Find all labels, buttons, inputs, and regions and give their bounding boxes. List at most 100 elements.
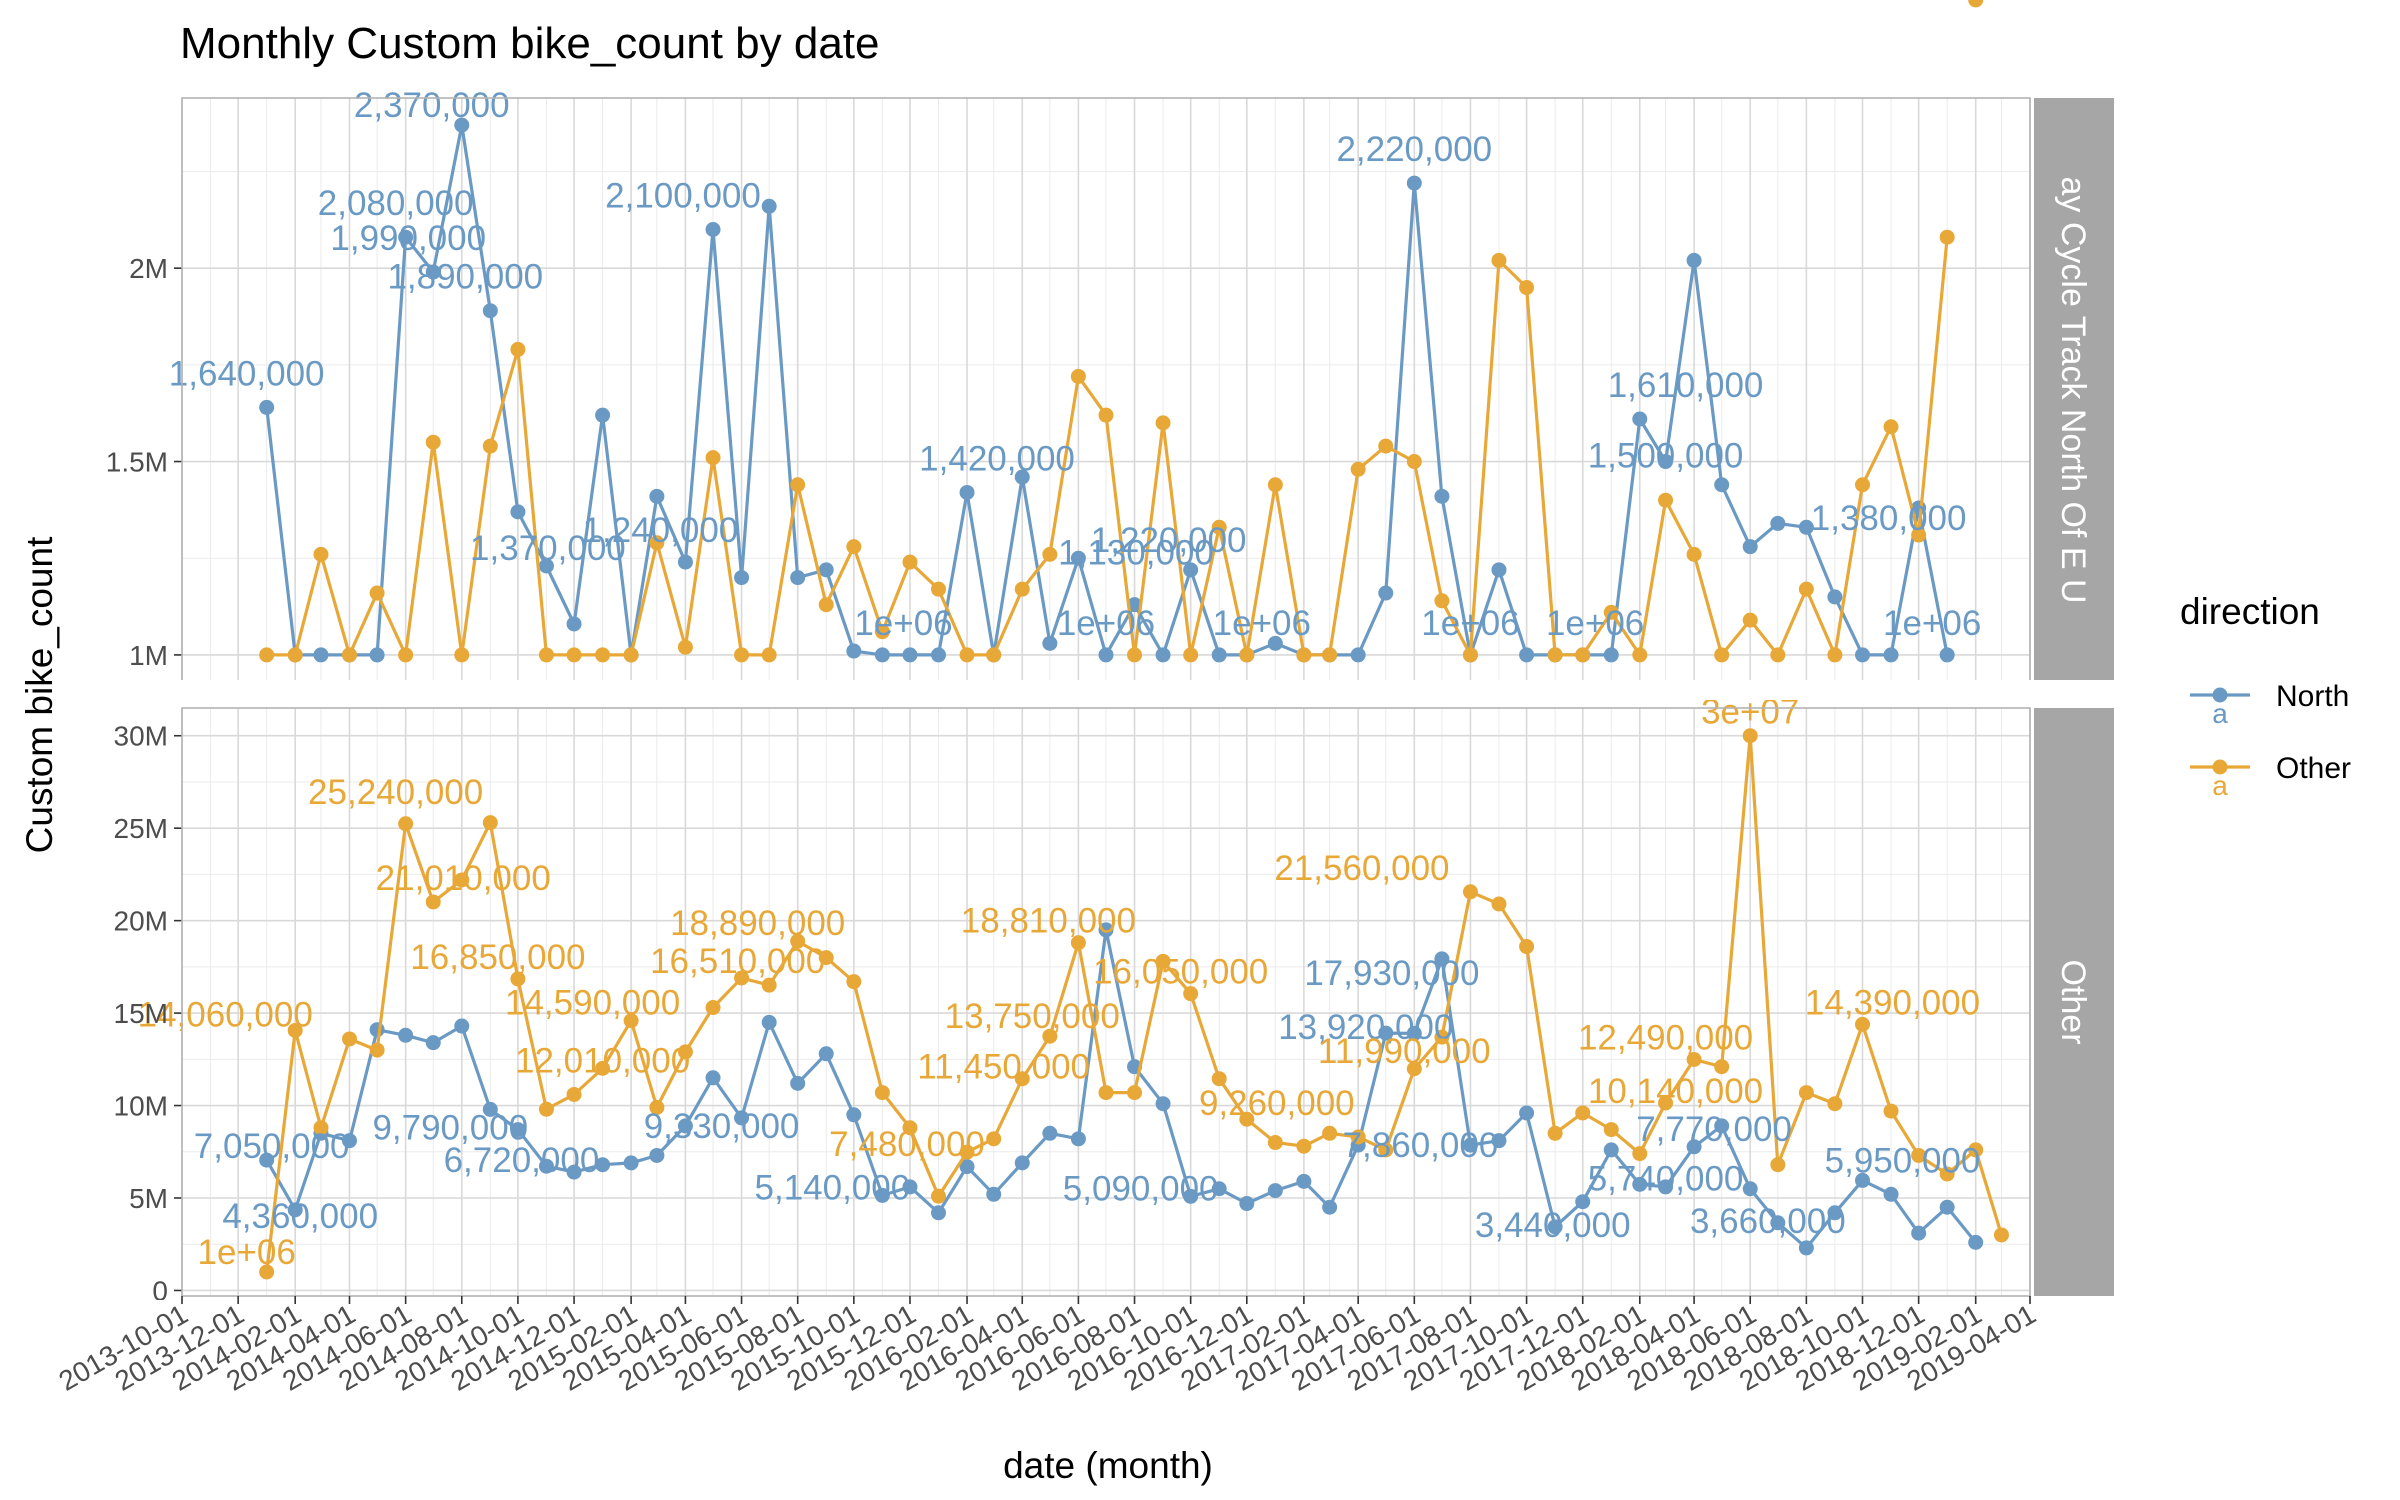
data-point-other	[790, 933, 806, 949]
data-point-other	[705, 1000, 721, 1016]
data-point-other	[790, 477, 806, 493]
data-label: 3,440,000	[1475, 1206, 1631, 1245]
data-point-north	[1491, 562, 1507, 578]
data-label: 1,610,000	[1608, 366, 1764, 405]
data-point-north	[1603, 647, 1619, 663]
data-point-north	[454, 1018, 470, 1034]
data-label: 11,450,000	[917, 1048, 1090, 1087]
data-point-other	[1742, 728, 1758, 744]
data-point-other	[1211, 519, 1227, 535]
data-point-other	[1239, 1111, 1255, 1127]
x-axis-title: date (month)	[1003, 1445, 1213, 1486]
data-label: 18,890,000	[670, 904, 845, 943]
data-point-north	[846, 643, 862, 659]
data-point-north	[1462, 1137, 1478, 1153]
data-point-north	[454, 117, 470, 133]
y-tick-label: 1.5M	[106, 447, 168, 478]
data-point-other	[818, 597, 834, 613]
y-tick-label: 5M	[129, 1183, 168, 1214]
data-label: 16,510,000	[650, 942, 825, 981]
data-point-other	[761, 647, 777, 663]
data-point-other	[1296, 1138, 1312, 1154]
data-point-other	[1939, 1166, 1955, 1182]
data-point-north	[1098, 922, 1114, 938]
data-label: 5,950,000	[1825, 1141, 1981, 1180]
data-point-north	[1686, 1139, 1702, 1155]
legend-title: direction	[2180, 591, 2320, 632]
data-point-north	[425, 1035, 441, 1051]
data-label: 1,240,000	[583, 511, 739, 550]
data-point-north	[369, 1022, 385, 1038]
data-label: 2,080,000	[318, 184, 474, 223]
data-point-other	[1406, 1061, 1422, 1077]
data-label: 13,920,000	[1278, 1008, 1453, 1047]
strip-label: ay Cycle Track North Of E U	[2054, 177, 2092, 604]
data-point-other	[287, 647, 303, 663]
data-point-north	[1434, 951, 1450, 967]
data-label: 1,500,000	[1588, 437, 1744, 476]
data-point-north	[1519, 647, 1535, 663]
data-point-other	[398, 647, 414, 663]
data-point-other	[566, 647, 582, 663]
data-point-other	[677, 639, 693, 655]
y-tick-label: 10M	[114, 1091, 168, 1122]
data-label: 1,420,000	[919, 439, 1075, 478]
data-point-north	[931, 647, 947, 663]
y-axis-title: Custom bike_count	[19, 536, 60, 853]
data-point-north	[1322, 1199, 1338, 1215]
data-point-north	[1042, 1125, 1058, 1141]
data-point-other	[1658, 492, 1674, 508]
data-point-north	[874, 1187, 890, 1203]
data-point-other	[649, 535, 665, 551]
data-point-north	[482, 303, 498, 319]
data-label: 1e+06	[854, 604, 952, 643]
data-label: 2,220,000	[1336, 130, 1492, 169]
data-point-north	[705, 221, 721, 237]
data-point-north	[1098, 647, 1114, 663]
data-label: 1e+06	[198, 1233, 296, 1272]
data-point-other	[959, 1144, 975, 1160]
data-point-north	[931, 1205, 947, 1221]
y-tick-label: 2M	[129, 253, 168, 284]
data-point-other	[1770, 647, 1786, 663]
y-tick-label: 15M	[114, 998, 168, 1029]
legend-key-point	[2212, 687, 2228, 703]
data-point-north	[1296, 1173, 1312, 1189]
data-label: 1,990,000	[330, 219, 486, 258]
data-point-other	[1155, 415, 1171, 431]
data-point-other	[566, 1086, 582, 1102]
data-label: 14,060,000	[138, 995, 313, 1034]
data-point-north	[566, 1164, 582, 1180]
data-point-north	[734, 570, 750, 586]
data-point-north	[902, 1179, 918, 1195]
data-point-other	[1070, 368, 1086, 384]
data-label: 3e+07	[1701, 693, 1799, 732]
data-label: 1e+06	[1057, 604, 1155, 643]
data-label: 7,860,000	[1343, 1126, 1499, 1165]
data-point-other	[1519, 280, 1535, 296]
data-point-other	[623, 1013, 639, 1029]
data-point-north	[1406, 1025, 1422, 1041]
data-point-north	[1155, 647, 1171, 663]
data-point-north	[1042, 635, 1058, 651]
data-point-north	[902, 647, 918, 663]
data-label: 7,480,000	[829, 1125, 985, 1164]
data-point-north	[1014, 469, 1030, 485]
data-label: 3,660,000	[1690, 1202, 1846, 1241]
data-point-other	[761, 977, 777, 993]
data-point-north	[1519, 1105, 1535, 1121]
data-point-north	[538, 558, 554, 574]
data-label: 5,140,000	[755, 1168, 911, 1207]
data-point-other	[1883, 419, 1899, 435]
data-label: 5,740,000	[1588, 1159, 1744, 1198]
data-point-other	[1686, 1052, 1702, 1068]
x-axis: 2013-10-012013-12-012014-02-012014-04-01…	[53, 1296, 2041, 1397]
data-point-north	[595, 407, 611, 423]
data-point-north	[341, 1133, 357, 1149]
data-point-other	[454, 872, 470, 888]
data-label: 21,010,000	[376, 859, 551, 898]
data-point-other	[1462, 884, 1478, 900]
data-point-other	[1798, 581, 1814, 597]
data-point-north	[1968, 1234, 1984, 1250]
data-point-north	[1183, 562, 1199, 578]
